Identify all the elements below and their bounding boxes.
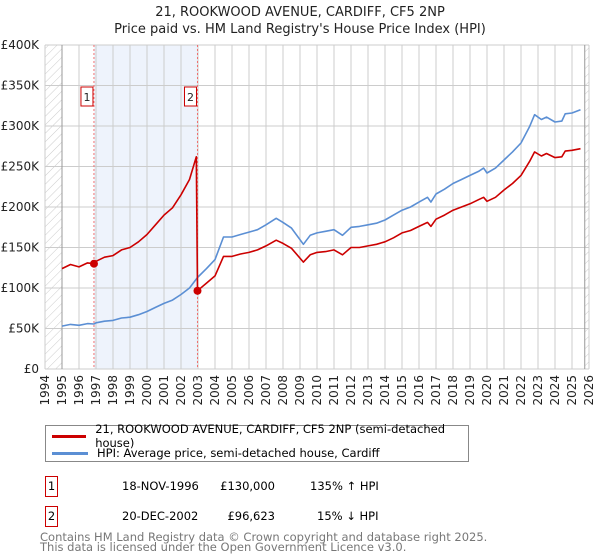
sale-point (89, 259, 98, 268)
sale-marker-label: 1 (83, 91, 90, 104)
legend-item-hpi: HPI: Average price, semi-detached house,… (52, 445, 380, 461)
x-tick-label: 2016 (412, 375, 426, 406)
x-tick-label: 2009 (293, 375, 307, 406)
x-tick-label: 2000 (140, 375, 154, 406)
x-tick-label: 2004 (208, 375, 222, 406)
x-tick-label: 2003 (191, 375, 205, 406)
sale-badge: 2 (45, 506, 58, 527)
x-tick-label: 2002 (174, 375, 188, 406)
legend-item-property: 21, ROOKWOOD AVENUE, CARDIFF, CF5 2NP (s… (52, 422, 468, 450)
x-tick-label: 1999 (123, 375, 137, 406)
x-tick-label: 1995 (55, 375, 69, 406)
sale-date: 20-DEC-2002 (122, 509, 199, 523)
y-tick-label: £400K (1, 38, 41, 52)
legend-swatch-red (52, 434, 87, 438)
x-tick-label: 2021 (497, 375, 511, 406)
sale-point (193, 286, 202, 295)
legend: 21, ROOKWOOD AVENUE, CARDIFF, CF5 2NP (s… (45, 422, 469, 462)
x-tick-label: 2001 (157, 375, 171, 406)
x-tick-label: 1997 (89, 375, 103, 406)
x-tick-label: 2012 (344, 375, 358, 406)
x-tick-label: 2023 (531, 375, 545, 406)
x-tick-label: 2022 (514, 375, 528, 406)
y-tick-label: £50K (8, 322, 40, 336)
hpi-series-line (61, 109, 581, 327)
sale-date: 18-NOV-1996 (122, 479, 199, 493)
property-series-line (61, 147, 581, 292)
footer-line: This data is licensed under the Open Gov… (40, 540, 407, 554)
x-tick-label: 2010 (310, 375, 324, 406)
x-tick-label: 2015 (395, 375, 409, 406)
sale-price: £130,000 (220, 479, 275, 493)
legend-label: 21, ROOKWOOD AVENUE, CARDIFF, CF5 2NP (s… (95, 422, 446, 450)
y-tick-label: £0 (24, 362, 39, 376)
y-tick-label: £150K (1, 241, 41, 255)
x-tick-label: 1996 (72, 375, 86, 406)
x-tick-label: 2011 (327, 375, 341, 406)
sale-row: 2 20-DEC-2002 £96,623 15% ↓ HPI (45, 506, 445, 527)
legend-label: HPI: Average price, semi-detached house,… (97, 446, 380, 460)
x-tick-label: 2019 (463, 375, 477, 406)
y-tick-label: £250K (1, 160, 41, 174)
footer-line: Contains HM Land Registry data © Crown c… (40, 530, 488, 544)
x-tick-label: 1994 (38, 375, 52, 406)
x-tick-label: 1998 (106, 375, 120, 406)
sale-hpi-change: 15% ↓ HPI (317, 509, 379, 523)
x-tick-label: 2017 (429, 375, 443, 406)
sale-row: 1 18-NOV-1996 £130,000 135% ↑ HPI (45, 476, 445, 497)
sale-marker-label: 2 (187, 91, 194, 104)
x-tick-label: 2014 (378, 375, 392, 406)
x-tick-label: 2008 (276, 375, 290, 406)
x-tick-label: 2020 (480, 375, 494, 406)
sale-price: £96,623 (227, 509, 275, 523)
price-chart: 21, ROOKWOOD AVENUE, CARDIFF, CF5 2NP Pr… (1, 5, 596, 406)
x-tick-label: 2006 (242, 375, 256, 406)
y-tick-label: £200K (1, 200, 41, 214)
chart-title: 21, ROOKWOOD AVENUE, CARDIFF, CF5 2NP (155, 5, 445, 20)
x-tick-label: 2013 (361, 375, 375, 406)
y-tick-label: £100K (1, 281, 41, 295)
y-tick-label: £300K (1, 119, 41, 133)
legend-swatch-blue (52, 451, 88, 455)
x-tick-label: 2025 (565, 375, 579, 406)
x-tick-label: 2005 (225, 375, 239, 406)
footer-attribution: Contains HM Land Registry data © Crown c… (40, 530, 488, 554)
x-tick-label: 2024 (548, 375, 562, 406)
x-tick-label: 2007 (259, 375, 273, 406)
y-tick-label: £350K (1, 79, 41, 93)
sale-marker-box (183, 86, 197, 107)
sale-hpi-change: 135% ↑ HPI (310, 479, 379, 493)
sale-badge: 1 (45, 476, 58, 497)
chart-subtitle: Price paid vs. HM Land Registry's House … (114, 22, 486, 37)
x-tick-label: 2018 (446, 375, 460, 406)
sale-marker-box (80, 86, 94, 107)
x-tick-label: 2026 (582, 375, 596, 406)
